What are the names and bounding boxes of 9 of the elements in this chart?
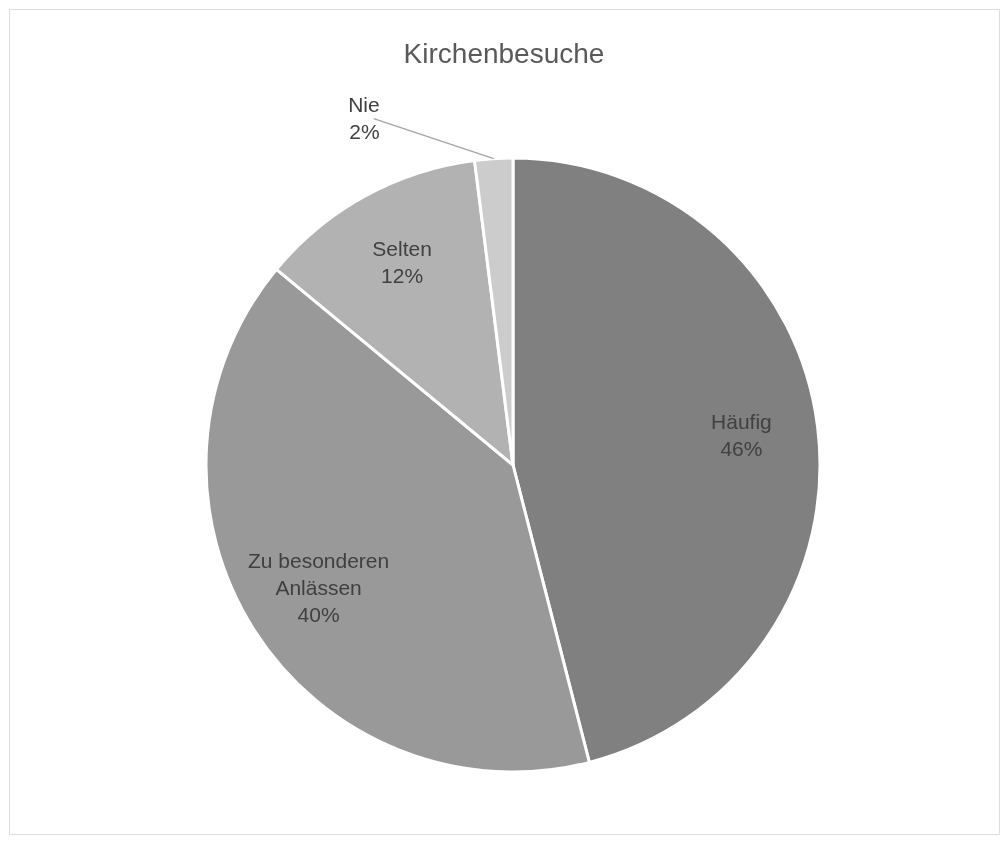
data-label: 2% (349, 119, 380, 143)
slice-label: Nie (348, 92, 380, 116)
slice-label: Zu besonderen Anlässen (247, 549, 390, 600)
data-label: 40% (297, 603, 340, 627)
slice-label: Selten (372, 237, 432, 261)
data-label: 12% (381, 264, 424, 288)
slice-label: Häufig (711, 410, 772, 434)
chart-title: Kirchenbesuche (403, 38, 605, 69)
data-label: 46% (720, 437, 763, 461)
